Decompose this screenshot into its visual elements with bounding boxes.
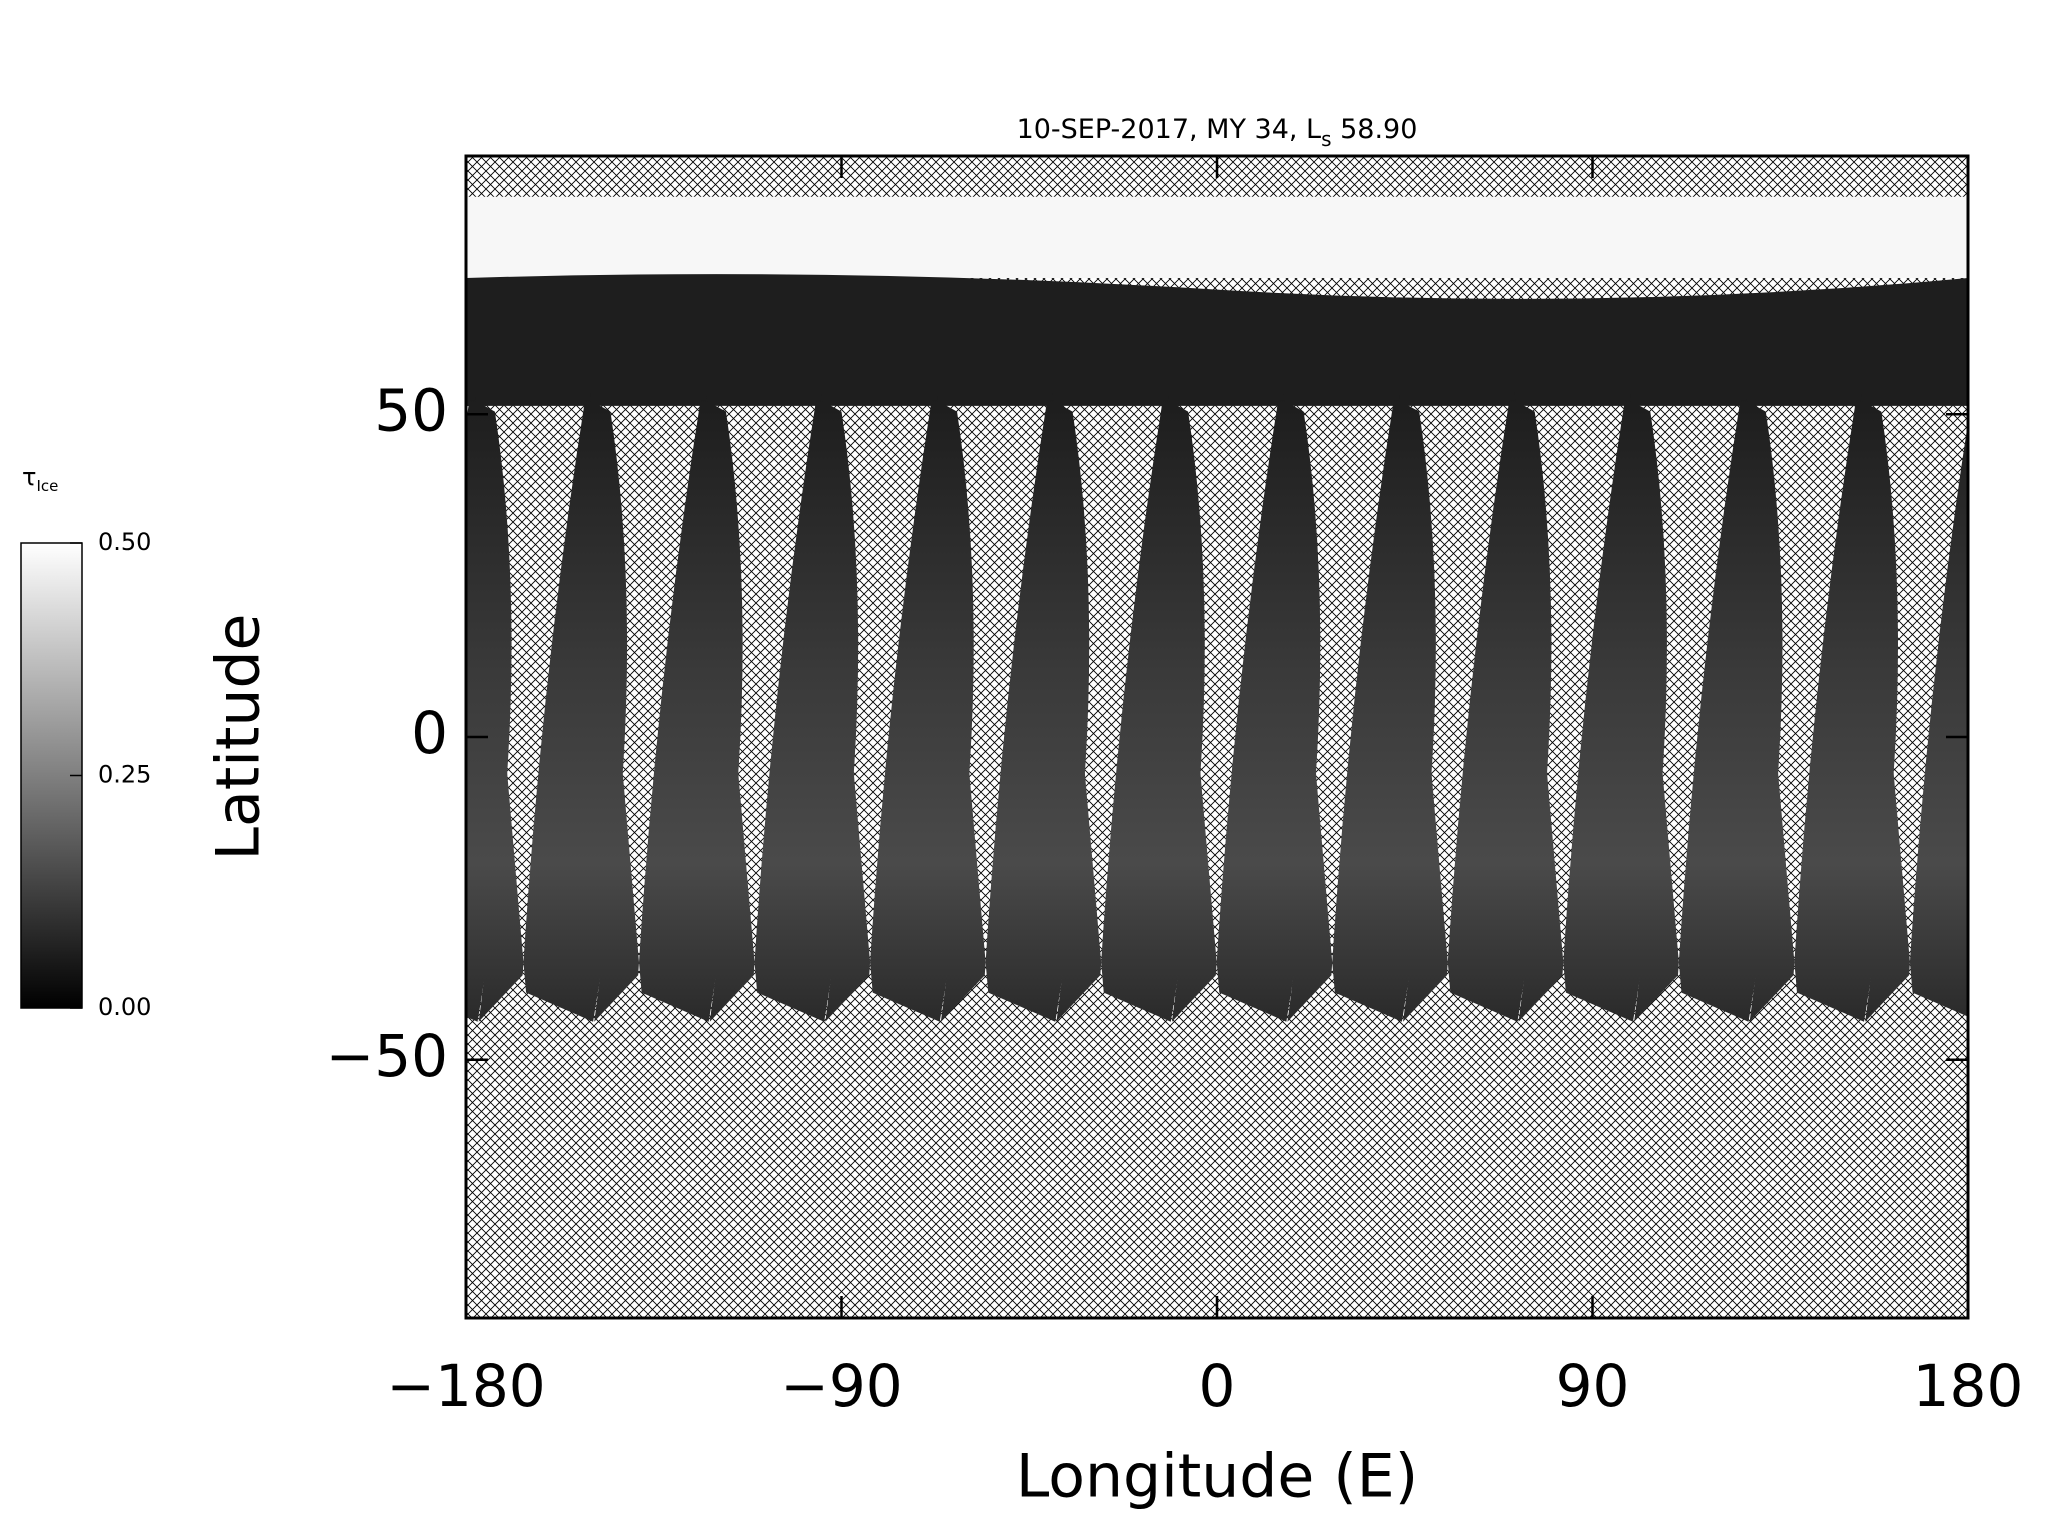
chart-title: 10-SEP-2017, MY 34, Ls 58.90 — [1017, 114, 1418, 151]
colorbar-label-subscript: Ice — [36, 477, 58, 495]
colorbar-label: τIce — [22, 463, 58, 495]
colorbar-label-symbol: τ — [22, 463, 36, 491]
title-suffix: 58.90 — [1332, 114, 1418, 145]
y-tick-label: 0 — [411, 699, 448, 767]
swath — [705, 388, 859, 1022]
swath — [1860, 388, 1968, 1022]
colorbar-tick-label: 0.50 — [98, 528, 151, 556]
x-tick-label: −90 — [780, 1352, 902, 1420]
x-tick-label: 0 — [1199, 1352, 1236, 1420]
cap-edge — [466, 274, 1968, 406]
polar-cap — [466, 196, 1968, 279]
swath — [820, 388, 974, 1022]
swath — [1167, 388, 1321, 1022]
swath — [1629, 388, 1783, 1022]
swath — [1398, 388, 1552, 1022]
title-subscript: s — [1321, 127, 1331, 151]
y-tick-label: 50 — [374, 376, 448, 444]
swath — [589, 388, 743, 1022]
title-text: 10-SEP-2017, MY 34, L — [1017, 114, 1322, 145]
swath — [936, 388, 1090, 1022]
swath — [466, 400, 512, 1022]
y-axis-label: Latitude — [204, 614, 274, 861]
plot-area — [464, 154, 1970, 1320]
swath — [1745, 388, 1898, 1022]
swath — [1513, 388, 1667, 1022]
x-axis-label: Longitude (E) — [1016, 1442, 1418, 1512]
colorbar-tick-label: 0.00 — [98, 993, 151, 1021]
swath — [474, 388, 628, 1022]
swath — [1282, 388, 1436, 1022]
x-tick-label: 180 — [1913, 1352, 2024, 1420]
x-tick-label: 90 — [1556, 1352, 1630, 1420]
colorbar-tick-label: 0.25 — [98, 761, 151, 789]
swath — [1051, 388, 1205, 1022]
x-tick-label: −180 — [386, 1352, 545, 1420]
y-tick-label: −50 — [326, 1022, 448, 1090]
